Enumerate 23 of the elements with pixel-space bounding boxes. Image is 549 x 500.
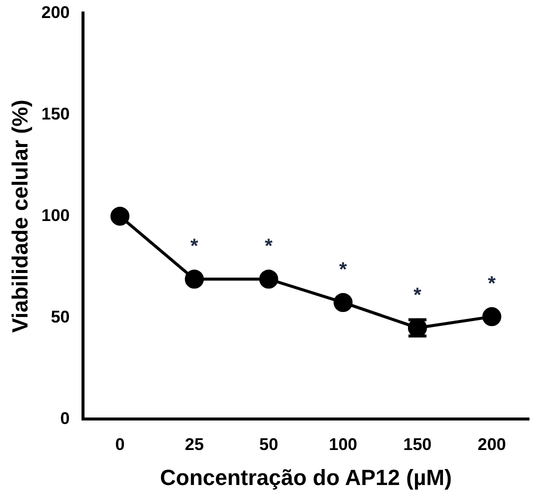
data-label: * [339,258,348,281]
point [259,270,278,289]
y-tick-label: 100 [41,206,70,225]
x-tick-label: 25 [184,435,204,454]
data-label: * [488,273,496,296]
x-axis-title: Concentração do AP12 (µM) [160,464,452,490]
x-tick-label: 150 [403,435,432,454]
y-tick-label: 50 [50,307,70,326]
y-axis-title: Viabilidade celular (%) [7,100,32,333]
point [110,206,130,226]
point [482,307,502,326]
x-tick-label: 200 [478,435,506,454]
point [184,270,204,289]
data-label: * [414,284,422,306]
data-label: * [264,236,273,258]
x-tick-label: 50 [259,435,278,454]
x-tick-label: 0 [115,435,125,454]
y-tick-label: 200 [41,2,70,22]
x-tick-label: 100 [328,435,358,454]
point [334,292,353,312]
data-label: * [190,236,198,258]
y-tick-label: 150 [41,104,70,124]
y-tick-label: 0 [60,408,70,428]
